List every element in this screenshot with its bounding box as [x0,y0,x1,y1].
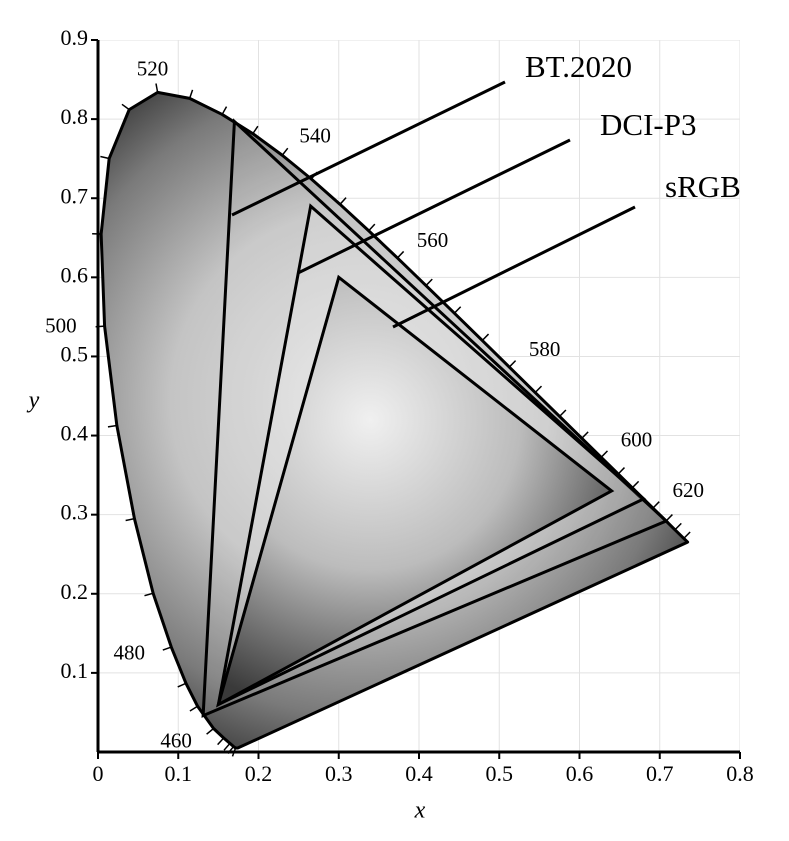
leader-line [231,80,506,217]
x-tick-label: 0.6 [566,761,594,786]
wavelength-label: 500 [45,314,77,338]
x-tick-label: 0.7 [646,761,674,786]
x-tick-label: 0.4 [405,761,433,786]
y-tick-label: 0.7 [61,183,89,208]
locus-tick [121,103,130,111]
locus-tick [125,517,135,522]
locus-tick [674,522,682,531]
locus-tick [177,682,187,688]
gamut-label: sRGB [665,169,741,204]
y-tick-label: 0.2 [61,579,89,604]
x-tick-label: 0.2 [245,761,273,786]
locus-tick [339,197,347,205]
locus-tick [600,450,609,458]
wavelength-label: 560 [417,228,449,252]
y-tick-label: 0.8 [61,104,89,129]
locus-tick [252,125,259,135]
locus-tick [188,89,194,99]
wavelength-label: 600 [621,427,653,451]
x-tick-label: 0 [93,761,104,786]
locus-tick [559,409,567,417]
y-tick-label: 0.1 [61,658,89,683]
wavelength-label: 580 [529,337,561,361]
locus-tick [100,155,110,160]
gamut-label: BT.2020 [525,49,632,84]
wavelength-label: 480 [113,640,145,664]
locus-tick [508,360,517,368]
y-tick-label: 0.5 [61,341,89,366]
locus-tick [368,223,376,232]
locus-tick [155,83,159,93]
x-tick-label: 0.1 [165,761,193,786]
wavelength-label: 620 [673,478,705,502]
wavelength-label: 520 [137,57,169,81]
locus-tick [281,147,289,156]
x-tick-label: 0.8 [726,761,754,786]
locus-tick [189,705,198,712]
locus-tick [221,106,228,115]
locus-tick [617,467,626,475]
locus-tick [652,501,660,509]
leader-line [392,205,636,329]
locus-tick [683,531,691,539]
locus-tick [223,742,231,751]
plot: 460 480 500 520 540 560 580 600 620 [45,57,704,757]
locus-tick [107,424,117,428]
x-tick-label: 0.5 [486,761,514,786]
locus-tick [396,250,405,259]
locus-tick [425,278,433,287]
locus-tick [453,306,462,314]
y-tick-label: 0.6 [61,262,89,287]
y-tick-label: 0.4 [61,421,89,446]
wavelength-label: 540 [299,124,331,148]
locus-tick [162,646,172,651]
y-axis-label: y [27,388,40,414]
locus-tick [217,737,225,746]
leader-line [297,138,571,275]
locus-tick [481,333,490,341]
locus-tick [631,480,640,489]
wavelength-label: 460 [160,728,192,752]
locus-tick [581,431,589,439]
x-axis-label: x [414,798,426,824]
gamut-label: DCI-P3 [600,107,696,142]
y-tick-label: 0.9 [61,25,89,50]
locus-tick [206,727,215,735]
locus-tick [144,592,154,597]
locus-tick [534,385,543,394]
x-tick-label: 0.3 [325,761,353,786]
y-tick-label: 0.3 [61,500,89,525]
gamut-triangle [215,274,615,708]
locus-tick [665,514,673,522]
